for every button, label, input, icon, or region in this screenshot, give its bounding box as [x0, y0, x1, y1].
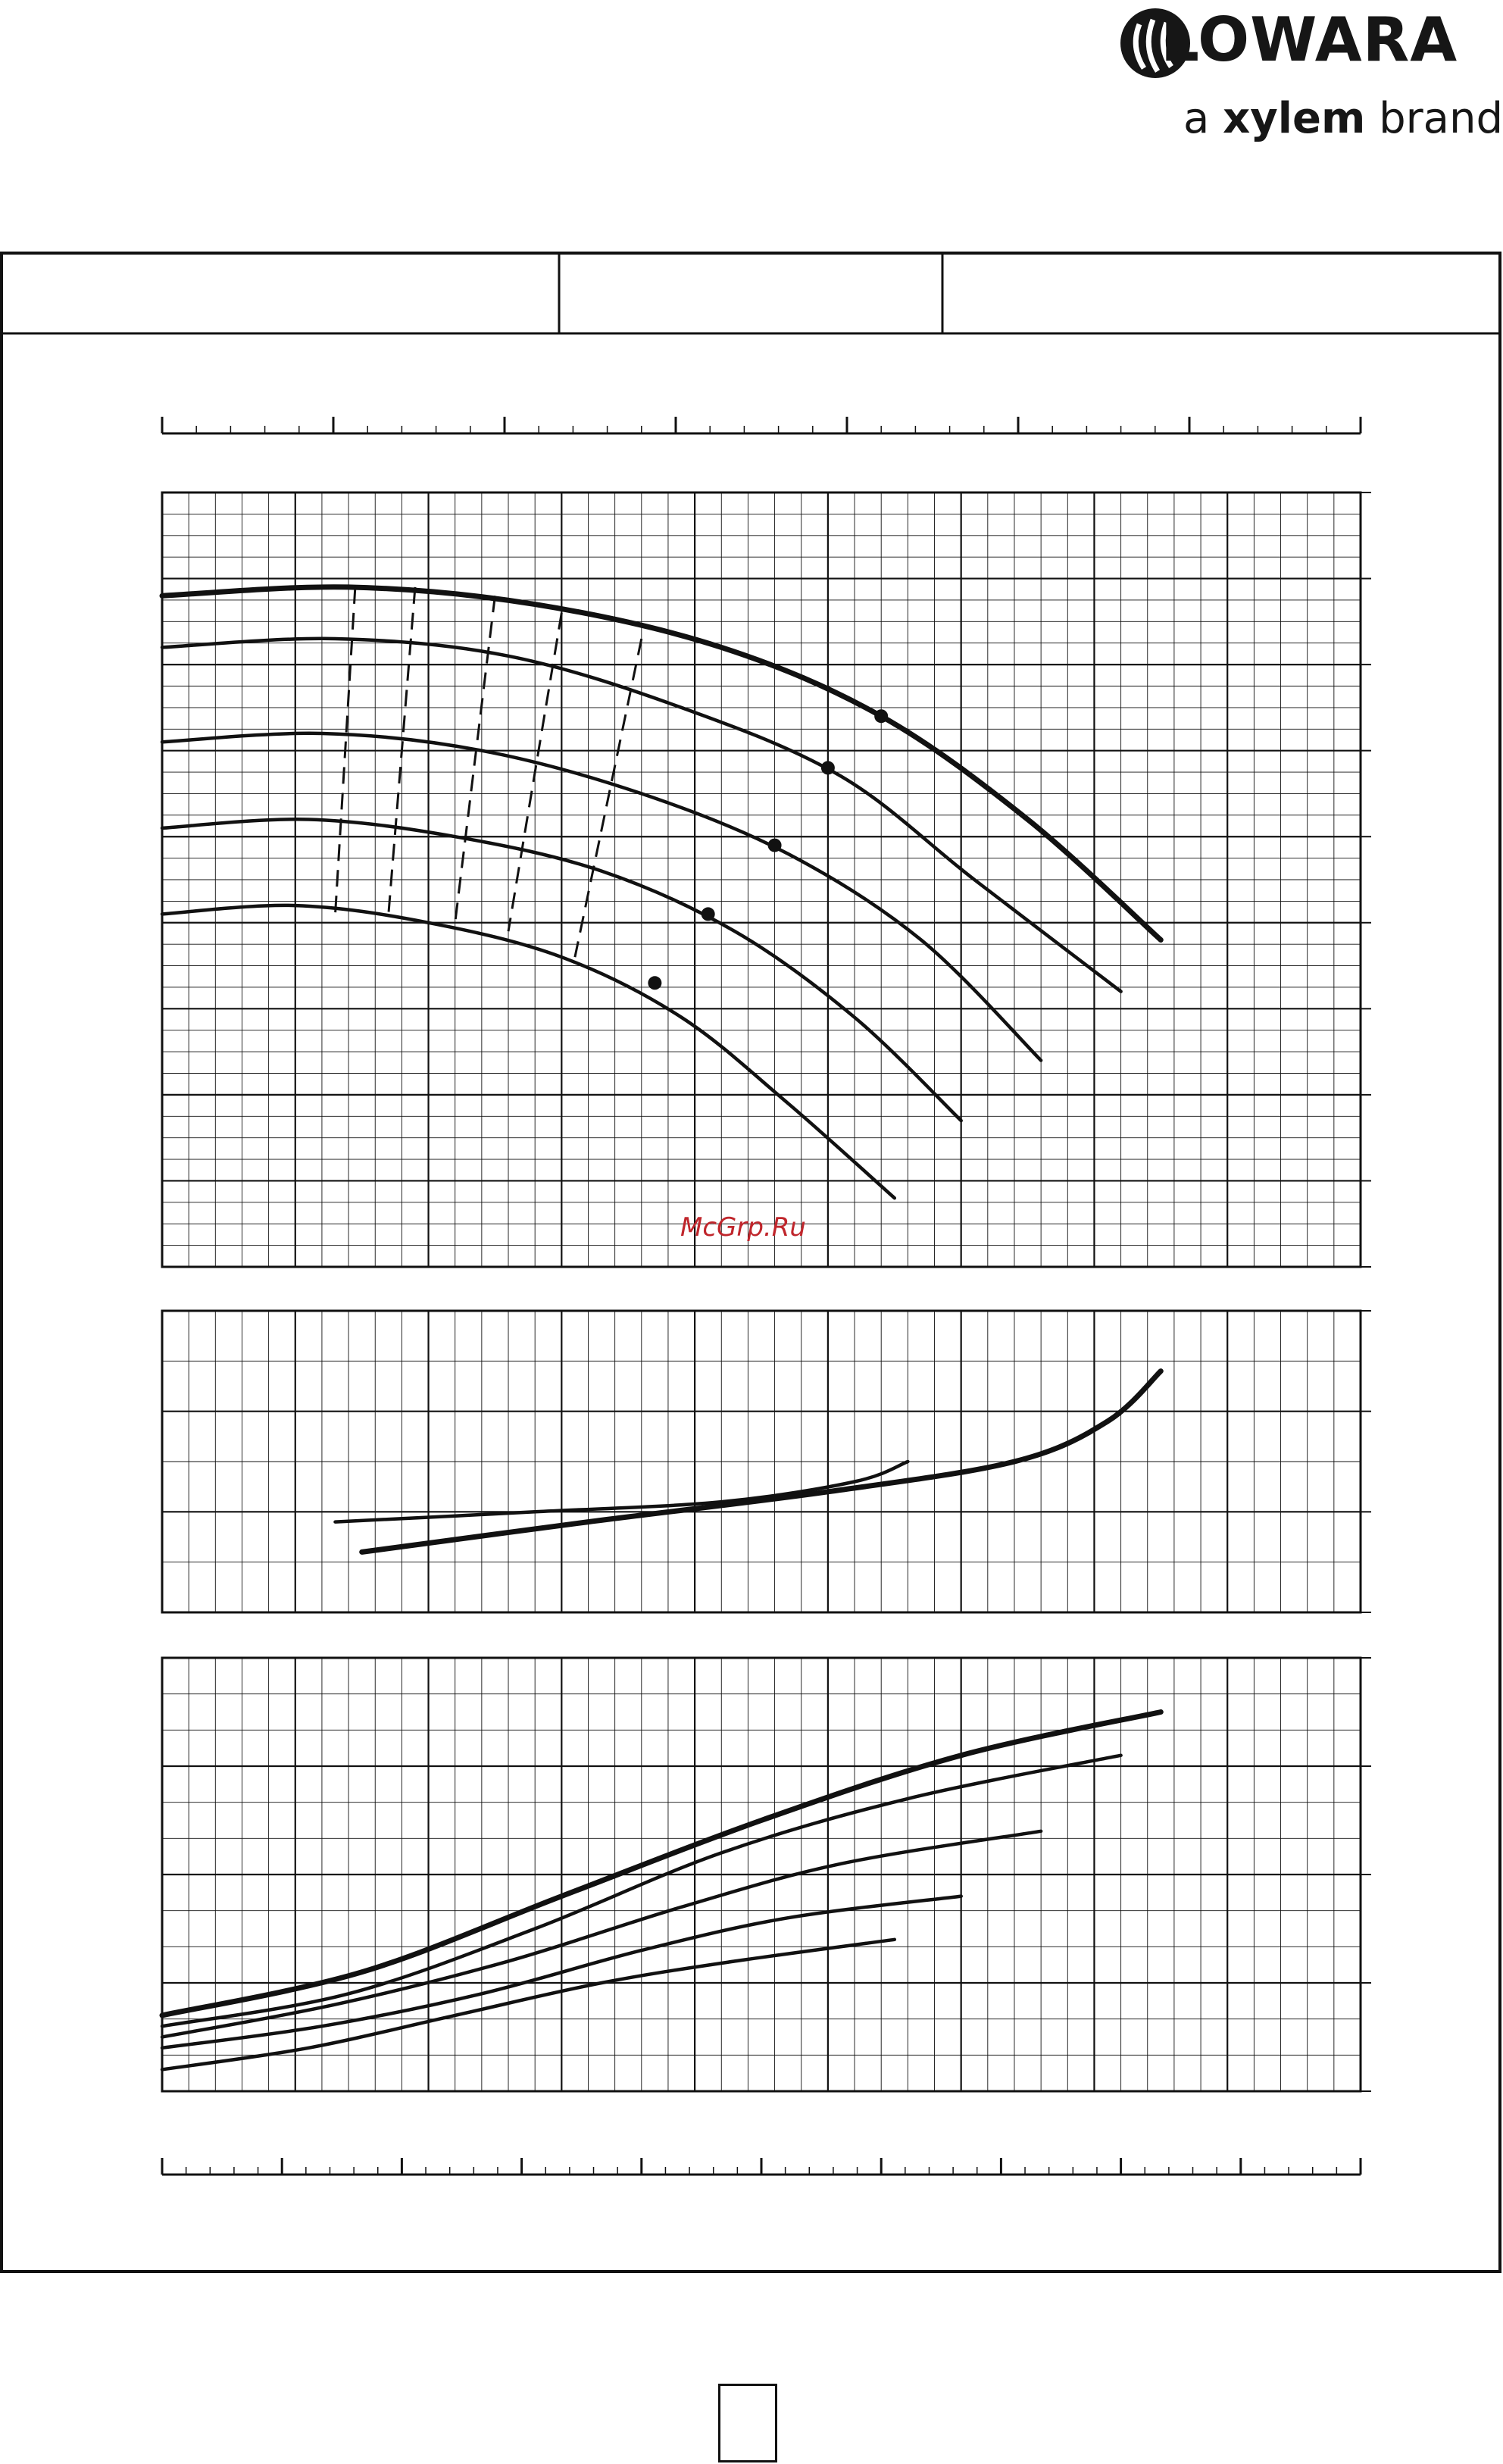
- curve-5: [160, 1937, 897, 2072]
- iso-efficiency-line: [334, 586, 357, 915]
- iso-efficiency-line: [387, 586, 417, 915]
- brand-logo: [1106, 0, 1503, 152]
- duty-point: [701, 907, 715, 921]
- iso-efficiency-line: [573, 638, 643, 958]
- duty-point: [874, 709, 889, 724]
- iso-efficiency-line: [454, 596, 496, 923]
- duty-point: [648, 976, 662, 990]
- outer-border: [0, 252, 1501, 2273]
- curve-4: [160, 1894, 963, 2050]
- curve-1: [159, 584, 1164, 943]
- npsh-chart-panel: [161, 1309, 1371, 1614]
- duty-point: [820, 761, 835, 775]
- curve-5: [160, 903, 897, 1200]
- lowara-drop-icon: [1120, 8, 1190, 78]
- flow-axis-scales: [161, 417, 1362, 2176]
- page-number-box: [718, 2384, 777, 2462]
- brand-name: LOWARA: [1161, 5, 1458, 75]
- curve-3: [160, 1829, 1043, 2039]
- curve-2: [359, 1368, 1164, 1555]
- sheet-frame: [0, 252, 1501, 2273]
- duty-point: [767, 838, 782, 852]
- curve-3: [160, 731, 1043, 1062]
- curve-1: [159, 1709, 1164, 2018]
- curve-1: [333, 1459, 910, 1524]
- curve-2: [160, 1753, 1123, 2028]
- curve-2: [160, 636, 1123, 993]
- iso-efficiency-line: [507, 612, 563, 932]
- head-chart-panel: [159, 491, 1371, 1268]
- curve-4: [160, 818, 963, 1123]
- watermark-text: McGrp.Ru: [680, 1212, 806, 1243]
- power-chart-panel: [159, 1656, 1371, 2093]
- brand-tagline: a xylem brand: [1183, 94, 1503, 143]
